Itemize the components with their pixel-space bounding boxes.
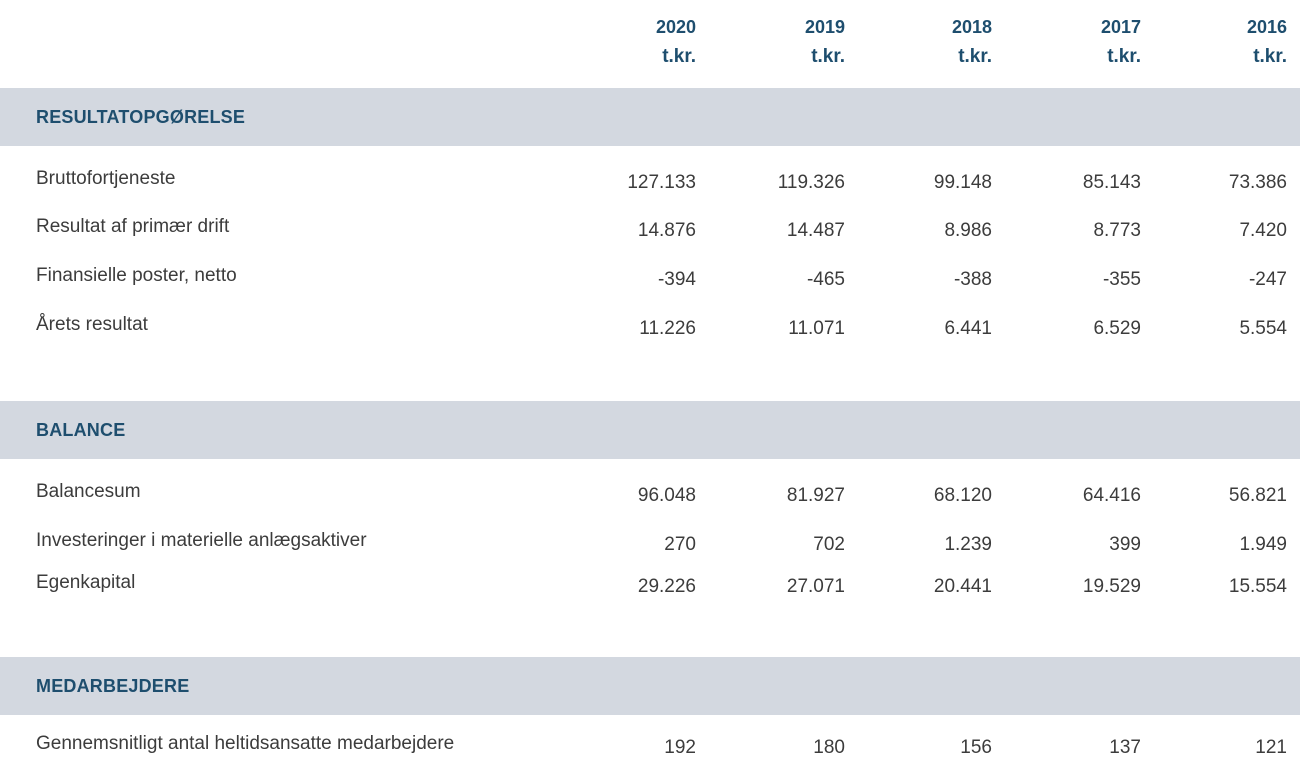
column-unit: t.kr.: [811, 46, 845, 67]
column-header-row: 2020 t.kr. 2019 t.kr. 2018 t.kr. 2017 t.…: [0, 0, 1300, 88]
cell-value: 121: [1255, 737, 1287, 758]
section-header-medarbejdere: MEDARBEJDERE: [0, 657, 1300, 715]
column-year: 2017: [1100, 17, 1141, 37]
cell-value: 15.554: [1228, 576, 1287, 597]
cell-value: -394: [657, 269, 696, 290]
row-label: Egenkapital: [36, 572, 136, 593]
section-title: RESULTATOPGØRELSE: [36, 107, 246, 127]
cell-value: 85.143: [1082, 172, 1141, 193]
cell-value: 81.927: [786, 485, 845, 506]
cell-value: 5.554: [1239, 318, 1287, 339]
table-row: Egenkapital 29.226 27.071 20.441 19.529 …: [0, 566, 1300, 600]
section-header-resultatopgoerelse: RESULTATOPGØRELSE: [0, 88, 1300, 146]
cell-value: -465: [806, 269, 845, 290]
column-unit: t.kr.: [1107, 46, 1141, 67]
cell-value: -247: [1248, 269, 1287, 290]
cell-value: 156: [960, 737, 992, 758]
table-row: Bruttofortjeneste 127.133 119.326 99.148…: [0, 162, 1300, 196]
cell-value: 11.226: [639, 318, 696, 339]
column-year: 2018: [951, 17, 992, 37]
table-row: Årets resultat 11.226 11.071 6.441 6.529…: [0, 308, 1300, 342]
section-title: BALANCE: [36, 420, 126, 440]
cell-value: 6.441: [944, 318, 992, 339]
table-row: Balancesum 96.048 81.927 68.120 64.416 5…: [0, 475, 1300, 509]
cell-value: 8.773: [1093, 220, 1141, 241]
row-label: Resultat af primær drift: [36, 216, 230, 237]
row-label: Gennemsnitligt antal heltidsansatte meda…: [36, 733, 455, 754]
cell-value: 127.133: [627, 172, 696, 193]
cell-value: 14.487: [786, 220, 845, 241]
row-label: Investeringer i materielle anlægsaktiver: [36, 530, 367, 551]
column-year: 2016: [1246, 17, 1287, 37]
cell-value: 8.986: [944, 220, 992, 241]
row-label: Balancesum: [36, 481, 141, 502]
column-header-2019: 2019 t.kr.: [725, 0, 845, 72]
column-header-2018: 2018 t.kr.: [872, 0, 992, 72]
column-year: 2020: [655, 17, 696, 37]
column-unit: t.kr.: [1253, 46, 1287, 67]
cell-value: 68.120: [933, 485, 992, 506]
cell-value: 1.239: [944, 534, 992, 555]
cell-value: 14.876: [637, 220, 696, 241]
row-label: Finansielle poster, netto: [36, 265, 237, 286]
column-unit: t.kr.: [958, 46, 992, 67]
table-row: Gennemsnitligt antal heltidsansatte meda…: [0, 727, 1300, 761]
cell-value: 399: [1109, 534, 1141, 555]
cell-value: 7.420: [1239, 220, 1287, 241]
cell-value: 29.226: [637, 576, 696, 597]
cell-value: 19.529: [1082, 576, 1141, 597]
cell-value: 270: [664, 534, 696, 555]
cell-value: 702: [813, 534, 845, 555]
cell-value: 119.326: [777, 172, 845, 193]
row-label: Bruttofortjeneste: [36, 168, 176, 189]
column-year: 2019: [804, 17, 845, 37]
table-row: Resultat af primær drift 14.876 14.487 8…: [0, 210, 1300, 244]
table-row: Finansielle poster, netto -394 -465 -388…: [0, 259, 1300, 293]
cell-value: -388: [953, 269, 992, 290]
column-unit: t.kr.: [662, 46, 696, 67]
row-label: Årets resultat: [36, 314, 148, 335]
cell-value: -355: [1102, 269, 1141, 290]
cell-value: 99.148: [933, 172, 992, 193]
cell-value: 192: [664, 737, 696, 758]
table-row: Investeringer i materielle anlægsaktiver…: [0, 524, 1300, 558]
cell-value: 6.529: [1093, 318, 1141, 339]
cell-value: 180: [813, 737, 845, 758]
section-title: MEDARBEJDERE: [36, 676, 190, 696]
cell-value: 27.071: [786, 576, 845, 597]
column-header-2020: 2020 t.kr.: [576, 0, 696, 72]
cell-value: 137: [1109, 737, 1141, 758]
cell-value: 56.821: [1228, 485, 1287, 506]
column-header-2016: 2016 t.kr.: [1167, 0, 1287, 72]
cell-value: 64.416: [1082, 485, 1141, 506]
cell-value: 11.071: [788, 318, 845, 339]
cell-value: 73.386: [1228, 172, 1287, 193]
section-header-balance: BALANCE: [0, 401, 1300, 459]
column-header-2017: 2017 t.kr.: [1021, 0, 1141, 72]
cell-value: 96.048: [637, 485, 696, 506]
cell-value: 20.441: [933, 576, 992, 597]
cell-value: 1.949: [1239, 534, 1287, 555]
